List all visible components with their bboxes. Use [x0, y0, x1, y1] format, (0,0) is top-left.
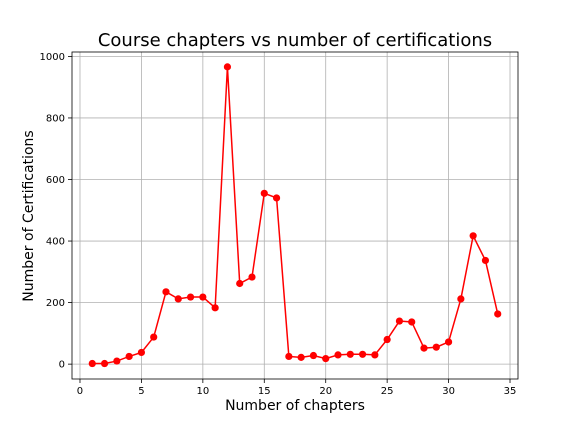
chart-title: Course chapters vs number of certificati… [98, 30, 492, 51]
data-point [469, 232, 477, 240]
data-point [137, 348, 146, 357]
data-point [371, 351, 379, 359]
x-tick-label: 15 [258, 386, 271, 397]
data-point [150, 333, 158, 341]
data-point [457, 295, 465, 303]
x-tick-label: 35 [504, 386, 517, 397]
series-polyline [92, 66, 499, 365]
data-point [248, 273, 256, 281]
data-point [408, 318, 416, 326]
data-point [420, 344, 428, 352]
y-tick-label: 600 [46, 175, 65, 186]
data-point [211, 304, 219, 312]
data-point [383, 335, 391, 344]
data-point [125, 352, 133, 361]
x-tick-label: 5 [138, 386, 144, 397]
data-point [113, 357, 121, 365]
y-tick-label: 400 [46, 237, 65, 248]
series-line [88, 63, 502, 368]
y-axis-ticks: 0 200 400 600 800 1000 [40, 52, 72, 371]
x-tick-label: 30 [442, 386, 455, 397]
data-point [285, 352, 293, 361]
data-point [322, 354, 330, 363]
data-point [100, 359, 109, 368]
x-tick-label: 0 [77, 386, 83, 397]
data-point [346, 350, 354, 358]
x-tick-label: 10 [196, 386, 209, 397]
axes-frame [71, 51, 519, 380]
x-tick-label: 25 [381, 386, 394, 397]
data-point [272, 194, 281, 202]
data-point [186, 293, 195, 301]
data-point [223, 63, 232, 71]
data-point [494, 310, 502, 318]
data-point [481, 256, 490, 265]
data-point [444, 338, 453, 346]
y-tick-label: 200 [46, 298, 65, 309]
x-tick-label: 20 [319, 386, 332, 397]
data-point [162, 288, 170, 296]
y-tick-label: 0 [59, 360, 65, 371]
y-tick-label: 1000 [40, 52, 65, 63]
data-point [88, 359, 96, 368]
y-tick-label: 800 [46, 113, 65, 124]
data-point [432, 343, 440, 351]
grid [72, 52, 518, 379]
data-point [309, 351, 318, 360]
y-axis-label: Number of Certifications [21, 130, 37, 301]
x-axis-label: Number of chapters [225, 398, 365, 414]
data-point [236, 279, 244, 288]
data-point [297, 353, 305, 361]
data-point [174, 295, 182, 303]
data-point [260, 189, 268, 197]
data-point [199, 293, 207, 301]
data-point [334, 351, 342, 359]
x-axis-ticks: 0 5 10 15 20 25 30 35 [77, 379, 517, 397]
data-point [358, 350, 367, 358]
data-point [395, 317, 404, 325]
